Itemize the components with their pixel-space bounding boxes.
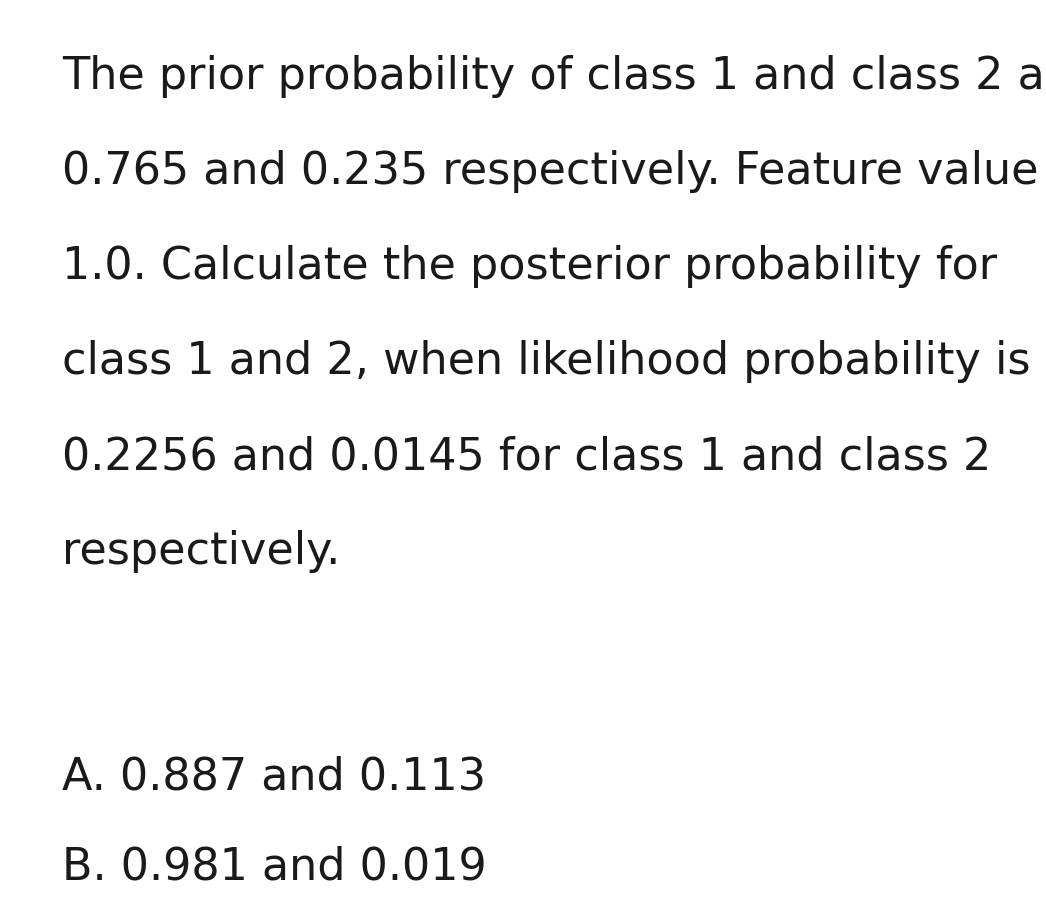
- Text: class 1 and 2, when likelihood probability is: class 1 and 2, when likelihood probabili…: [62, 340, 1030, 383]
- Text: 0.2256 and 0.0145 for class 1 and class 2: 0.2256 and 0.0145 for class 1 and class …: [62, 435, 992, 478]
- Text: 0.765 and 0.235 respectively. Feature value is: 0.765 and 0.235 respectively. Feature va…: [62, 150, 1046, 193]
- Text: The prior probability of class 1 and class 2 are: The prior probability of class 1 and cla…: [62, 55, 1046, 98]
- Text: respectively.: respectively.: [62, 530, 340, 573]
- Text: B. 0.981 and 0.019: B. 0.981 and 0.019: [62, 845, 486, 888]
- Text: A. 0.887 and 0.113: A. 0.887 and 0.113: [62, 755, 486, 798]
- Text: 1.0. Calculate the posterior probability for: 1.0. Calculate the posterior probability…: [62, 245, 997, 288]
